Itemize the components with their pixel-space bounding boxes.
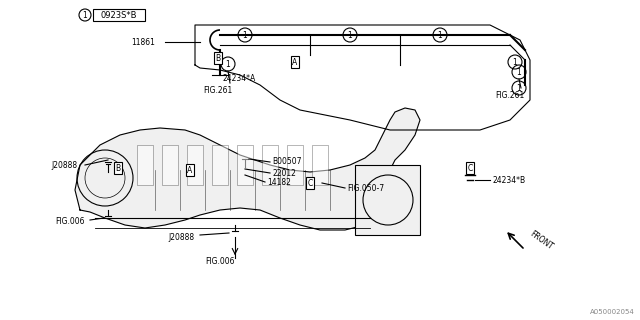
Text: 24234*B: 24234*B xyxy=(492,175,525,185)
Text: 1: 1 xyxy=(243,30,248,39)
Text: A: A xyxy=(188,165,193,174)
Text: 11861: 11861 xyxy=(131,37,155,46)
FancyBboxPatch shape xyxy=(237,145,253,185)
Text: FIG.261: FIG.261 xyxy=(204,85,232,94)
Text: 1: 1 xyxy=(516,68,522,76)
Text: FRONT: FRONT xyxy=(528,229,554,251)
Text: B: B xyxy=(216,53,221,62)
Text: J20888: J20888 xyxy=(52,161,78,170)
Text: 1: 1 xyxy=(348,30,353,39)
Text: FIG.006: FIG.006 xyxy=(205,258,235,267)
FancyBboxPatch shape xyxy=(212,145,228,185)
Text: 1: 1 xyxy=(513,58,517,67)
Text: A050002054: A050002054 xyxy=(590,309,635,315)
Polygon shape xyxy=(75,108,420,230)
FancyBboxPatch shape xyxy=(187,145,203,185)
Text: FIG.050-7: FIG.050-7 xyxy=(347,183,384,193)
Text: 22012: 22012 xyxy=(272,169,296,178)
FancyBboxPatch shape xyxy=(93,9,145,21)
Text: B: B xyxy=(115,164,120,172)
Text: FIG.006: FIG.006 xyxy=(56,218,85,227)
Text: A: A xyxy=(292,58,298,67)
FancyBboxPatch shape xyxy=(312,145,328,185)
FancyBboxPatch shape xyxy=(262,145,278,185)
Text: 1: 1 xyxy=(226,60,230,68)
Text: B00507: B00507 xyxy=(272,156,301,165)
Text: FIG.261: FIG.261 xyxy=(495,91,525,100)
Text: 0923S*B: 0923S*B xyxy=(100,11,137,20)
Text: 1: 1 xyxy=(83,11,88,20)
Text: C: C xyxy=(307,179,312,188)
FancyBboxPatch shape xyxy=(287,145,303,185)
FancyBboxPatch shape xyxy=(355,165,420,235)
FancyBboxPatch shape xyxy=(137,145,153,185)
Text: 1: 1 xyxy=(516,84,522,92)
FancyBboxPatch shape xyxy=(162,145,178,185)
Text: 24234*A: 24234*A xyxy=(222,74,255,83)
Text: C: C xyxy=(467,164,472,172)
Text: 1: 1 xyxy=(438,30,442,39)
Text: J20888: J20888 xyxy=(169,233,195,242)
Text: 14182: 14182 xyxy=(267,178,291,187)
